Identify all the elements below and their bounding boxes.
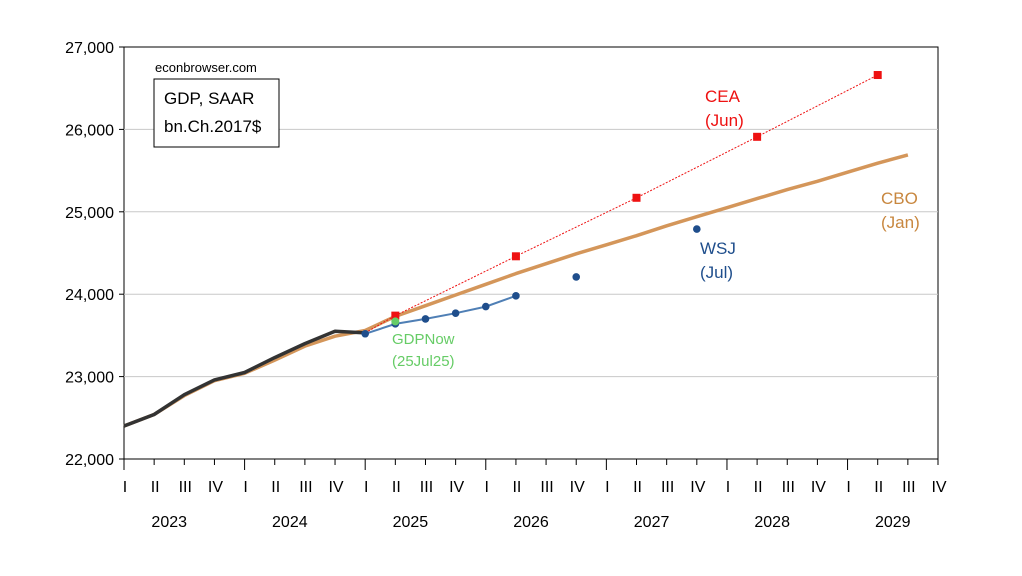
quarter-label: III: [420, 479, 433, 496]
cea-line: [364, 74, 878, 334]
x-axis-ticks: [123, 459, 939, 470]
quarter-label: IV: [690, 479, 705, 496]
wsj-marker: [421, 315, 430, 323]
y-tick-label: 22,000: [65, 452, 114, 469]
gdpnow-marker: [391, 317, 400, 326]
wsj-marker: [693, 225, 701, 233]
cea-label: CEA: [705, 87, 741, 106]
year-label: 2024: [272, 514, 308, 531]
quarter-label: I: [846, 479, 850, 496]
year-label: 2023: [151, 514, 187, 531]
quarter-label: IV: [811, 479, 826, 496]
quarter-label: IV: [208, 479, 223, 496]
quarter-label: III: [902, 479, 915, 496]
y-tick-label: 24,000: [65, 287, 114, 304]
y-tick-label: 25,000: [65, 205, 114, 222]
cbo-label: (Jan): [881, 213, 920, 232]
year-label: 2025: [393, 514, 429, 531]
quarter-label: III: [299, 479, 312, 496]
title-line-1: GDP, SAAR: [164, 89, 254, 108]
annotations: econbrowser.com GDP, SAAR bn.Ch.2017$: [153, 60, 280, 148]
wsj-marker: [512, 292, 520, 300]
wsj-marker: [361, 329, 369, 338]
cea-marker: [753, 132, 762, 141]
wsj-marker: [572, 273, 581, 281]
gdpnow-label: (25Jul25): [392, 353, 455, 370]
gdpnow-label: GDPNow: [392, 331, 455, 348]
wsj-line: [364, 294, 517, 335]
year-label: 2027: [634, 514, 670, 531]
quarter-label: III: [782, 479, 795, 496]
series-layer: [123, 71, 909, 428]
quarter-label: III: [661, 479, 674, 496]
title-box: [153, 78, 280, 148]
quarter-label: III: [540, 479, 553, 496]
quarter-label: I: [485, 479, 489, 496]
quarter-label: II: [754, 479, 763, 496]
cbo-label: CBO: [881, 189, 918, 208]
series-labels: CEA (Jun) CBO (Jan) WSJ (Jul) GDPNow (25Jul25): [392, 87, 920, 370]
cea-marker: [391, 311, 400, 320]
y-axis-tick-labels: 22,000 23,000 24,000 25,000 26,000 27,000: [65, 40, 114, 469]
quarter-label: IV: [449, 479, 464, 496]
quarter-label: I: [243, 479, 247, 496]
quarter-label: I: [364, 479, 368, 496]
wsj-label: WSJ: [700, 239, 736, 258]
wsj-marker: [481, 302, 490, 311]
quarter-label: IV: [328, 479, 343, 496]
quarter-label: II: [151, 479, 160, 496]
wsj-marker: [451, 309, 460, 317]
quarter-label: IV: [570, 479, 585, 496]
cea-marker: [873, 71, 882, 80]
quarter-label: I: [726, 479, 730, 496]
year-labels: 2023 2024 2025 2026 2027 2028 2029: [151, 514, 910, 531]
y-tick-label: 23,000: [65, 370, 114, 387]
year-label: 2028: [754, 514, 790, 531]
quarter-label: I: [605, 479, 609, 496]
cea-marker: [511, 252, 520, 261]
quarter-label: III: [179, 479, 192, 496]
quarter-label: I: [123, 479, 127, 496]
wsj-label: (Jul): [700, 263, 733, 282]
cea-marker: [632, 193, 641, 202]
year-label: 2026: [513, 514, 549, 531]
cea-label: (Jun): [705, 111, 744, 130]
actual-gdp-line: [123, 329, 366, 428]
quarter-label: II: [512, 479, 521, 496]
quarter-label: II: [874, 479, 883, 496]
y-tick-label: 27,000: [65, 40, 114, 57]
quarter-labels: I II III IV I II III IV I II III IV I II III IV I II III IV…: [123, 479, 947, 496]
y-tick-label: 26,000: [65, 122, 114, 139]
watermark: econbrowser.com: [155, 60, 257, 75]
title-line-2: bn.Ch.2017$: [164, 117, 262, 136]
quarter-label: IV: [931, 479, 946, 496]
quarter-label: II: [633, 479, 642, 496]
quarter-label: II: [271, 479, 280, 496]
quarter-label: II: [392, 479, 401, 496]
year-label: 2029: [875, 514, 911, 531]
